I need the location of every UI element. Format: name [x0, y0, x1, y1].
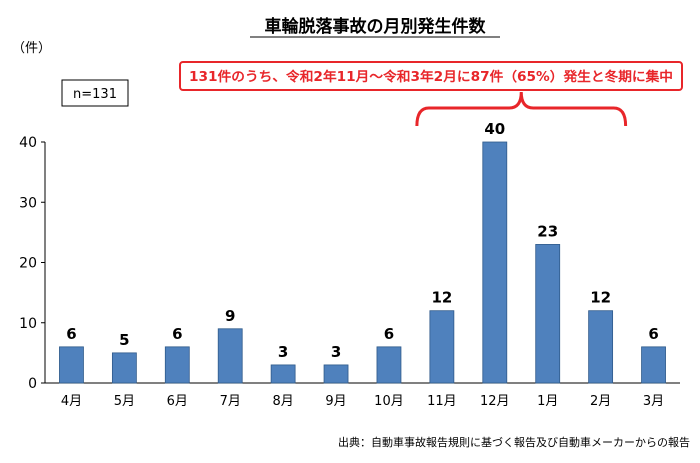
- bar-value-label: 3: [278, 343, 288, 361]
- y-tick-label: 40: [19, 135, 37, 151]
- bar: [535, 244, 561, 384]
- y-unit-label: （件）: [12, 41, 51, 56]
- x-tick-label: 1月: [537, 394, 558, 409]
- bar-value-label: 40: [484, 120, 505, 138]
- y-tick-label: 20: [19, 256, 37, 272]
- bar-value-label: 3: [331, 343, 341, 361]
- y-tick-label: 30: [19, 195, 37, 211]
- x-tick-label: 12月: [480, 394, 510, 409]
- value-labels: 6 5 6 9 3 3 6 12 40 23 12 6: [66, 120, 659, 361]
- bar-value-label: 9: [225, 307, 235, 325]
- bar: [270, 364, 296, 384]
- x-tick-label: 6月: [167, 394, 188, 409]
- bar: [641, 346, 666, 384]
- chart-title-group: 車輪脱落事故の月別発生件数: [250, 16, 500, 38]
- annotation-brace: [415, 91, 628, 127]
- x-tick-label: 10月: [374, 394, 404, 409]
- annotation-text: 131件のうち、令和2年11月～令和3年2月に87件（65%）発生と冬期に集中: [189, 69, 673, 85]
- bar: [111, 352, 137, 384]
- annotation-box: [179, 61, 683, 91]
- x-tick-label: 4月: [61, 394, 82, 409]
- y-tick-label: 0: [28, 376, 37, 392]
- bar: [588, 310, 614, 384]
- chart-title: 車輪脱落事故の月別発生件数: [265, 16, 487, 37]
- bar: [482, 141, 508, 384]
- x-tick-label: 8月: [272, 394, 293, 409]
- bar-value-label: 23: [537, 222, 558, 240]
- bar: [164, 346, 190, 384]
- bar: [59, 346, 84, 384]
- bar-value-label: 6: [648, 325, 658, 343]
- x-tick-label: 2月: [590, 394, 611, 409]
- bar: [376, 346, 402, 384]
- bar-value-label: 12: [431, 289, 452, 307]
- bar-value-label: 6: [66, 325, 76, 343]
- x-tick-label: 9月: [325, 394, 346, 409]
- bar-value-label: 6: [172, 325, 182, 343]
- source-note: 出典：自動車事故報告規則に基づく報告及び自動車メーカーからの報告: [338, 435, 690, 449]
- x-tick-label: 11月: [427, 394, 457, 409]
- bar-value-label: 5: [119, 331, 129, 349]
- sample-size-label: n=131: [73, 87, 117, 102]
- axes: [41, 141, 680, 384]
- bar-value-label: 6: [384, 325, 394, 343]
- y-tick-label: 10: [19, 316, 37, 332]
- bar: [217, 328, 243, 384]
- bar: [323, 364, 349, 384]
- x-tick-label: 3月: [643, 394, 664, 409]
- y-tick-labels: 0 10 20 30 40: [19, 135, 37, 392]
- bars: [59, 141, 666, 384]
- bar: [429, 310, 455, 384]
- x-tick-labels: 4月 5月 6月 7月 8月 9月 10月 11月 12月 1月 2月 3月: [61, 394, 664, 409]
- bar-value-label: 12: [590, 289, 611, 307]
- sample-size-frame: [61, 79, 129, 107]
- annotation-callout: 131件のうち、令和2年11月～令和3年2月に87件（65%）発生と冬期に集中: [179, 61, 683, 127]
- sample-size-box: n=131: [61, 79, 129, 107]
- x-tick-label: 7月: [220, 394, 241, 409]
- x-tick-label: 5月: [114, 394, 135, 409]
